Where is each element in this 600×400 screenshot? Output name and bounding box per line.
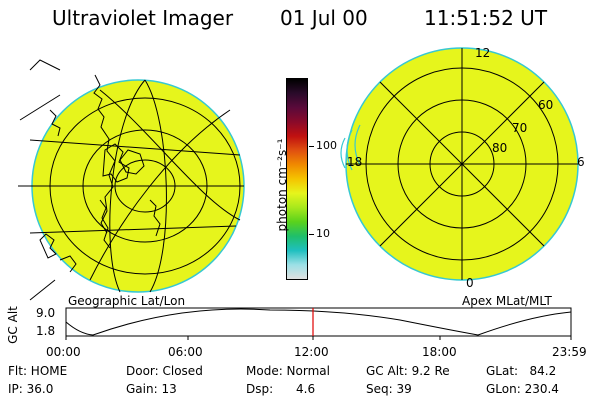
door-status: Door: Closed (126, 364, 203, 378)
colorbar-label-10: 10 (316, 227, 330, 240)
orbit-plot-frame (65, 307, 572, 337)
orbit-plot (65, 307, 572, 340)
time-label: 11:51:52 UT (424, 6, 548, 30)
dsp-status: Dsp: 4.6 (246, 382, 316, 396)
colorbar-gradient (287, 79, 307, 279)
colorbar-tick-10 (309, 234, 314, 235)
orbit-time-1800: 18:00 (422, 345, 457, 359)
gain-status: Gain: 13 (126, 382, 177, 396)
orbit-ytick-high: 9.0 (36, 306, 56, 320)
geographic-caption: Geographic Lat/Lon (68, 294, 186, 308)
mlat-label-60: 60 (538, 98, 554, 112)
orbit-time-0000: 00:00 (46, 345, 81, 359)
orbit-time-0600: 06:00 (168, 345, 203, 359)
mlt-label-0: 0 (466, 276, 474, 290)
colorbar-unit-label: photon cm⁻²s⁻¹ (275, 138, 289, 232)
orbit-time-ticks (65, 336, 572, 340)
mlt-label-18: 18 (347, 155, 363, 169)
flight-status: Flt: HOME (8, 364, 68, 378)
instrument-title: Ultraviolet Imager (52, 6, 234, 30)
geographic-grid (18, 59, 244, 301)
apex-edge-arcs (340, 124, 361, 171)
colorbar-tick-100 (309, 146, 314, 147)
mlat-label-80: 80 (492, 141, 508, 155)
glon-status: GLon: 230.4 (486, 382, 559, 396)
mlt-label-12: 12 (475, 46, 491, 60)
gc-alt-status: GC Alt: 9.2 Re (366, 364, 450, 378)
colorbar-label-100: 100 (316, 139, 337, 152)
coastline-outlines (39, 74, 161, 273)
mlat-label-70: 70 (512, 121, 528, 135)
orbit-time-2359: 23:59 (552, 345, 587, 359)
colorbar (286, 78, 308, 280)
seq-status: Seq: 39 (366, 382, 412, 396)
ip-status: IP: 36.0 (8, 382, 54, 396)
glat-status: GLat: 84.2 (486, 364, 557, 378)
apex-grid (346, 48, 578, 280)
mode-status: Mode: Normal (246, 364, 330, 378)
mlt-label-6: 6 (577, 155, 585, 169)
orbit-altitude-curve (65, 308, 572, 336)
orbit-time-1200: 12:00 (294, 345, 329, 359)
apex-caption: Apex MLat/MLT (462, 294, 552, 308)
orbit-ytick-low: 1.8 (36, 324, 56, 338)
date-label: 01 Jul 00 (280, 6, 368, 30)
